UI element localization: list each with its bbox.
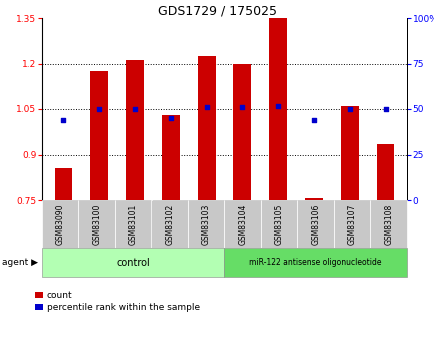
Text: GSM83106: GSM83106 bbox=[311, 203, 319, 245]
Text: GSM83104: GSM83104 bbox=[238, 203, 247, 245]
Text: GSM83108: GSM83108 bbox=[383, 203, 392, 245]
Text: agent ▶: agent ▶ bbox=[2, 258, 38, 267]
Point bbox=[345, 106, 352, 112]
Text: GSM83105: GSM83105 bbox=[274, 203, 283, 245]
Bar bbox=[161, 115, 179, 200]
Text: GSM83107: GSM83107 bbox=[347, 203, 356, 245]
Bar bbox=[233, 63, 251, 200]
Text: GSM83101: GSM83101 bbox=[128, 203, 138, 245]
Point bbox=[131, 106, 138, 112]
Text: GSM83102: GSM83102 bbox=[165, 203, 174, 245]
Point bbox=[95, 106, 102, 112]
Point bbox=[60, 117, 67, 122]
Point bbox=[167, 115, 174, 121]
Bar bbox=[269, 18, 286, 200]
Text: control: control bbox=[116, 257, 150, 267]
Text: percentile rank within the sample: percentile rank within the sample bbox=[47, 303, 200, 312]
Bar bbox=[340, 106, 358, 200]
Text: GSM83103: GSM83103 bbox=[201, 203, 210, 245]
Bar bbox=[197, 56, 215, 200]
Point bbox=[238, 105, 245, 110]
Text: GDS1729 / 175025: GDS1729 / 175025 bbox=[158, 5, 276, 18]
Bar bbox=[54, 168, 72, 200]
Bar bbox=[90, 71, 108, 200]
Text: count: count bbox=[47, 290, 72, 299]
Point bbox=[310, 117, 317, 122]
Text: GSM83100: GSM83100 bbox=[92, 203, 101, 245]
Point bbox=[381, 106, 388, 112]
Bar bbox=[376, 144, 394, 200]
Point bbox=[203, 105, 210, 110]
Text: GSM83090: GSM83090 bbox=[56, 203, 65, 245]
Point bbox=[274, 103, 281, 109]
Text: miR-122 antisense oligonucleotide: miR-122 antisense oligonucleotide bbox=[249, 258, 381, 267]
Bar bbox=[304, 198, 322, 200]
Bar bbox=[126, 60, 144, 200]
